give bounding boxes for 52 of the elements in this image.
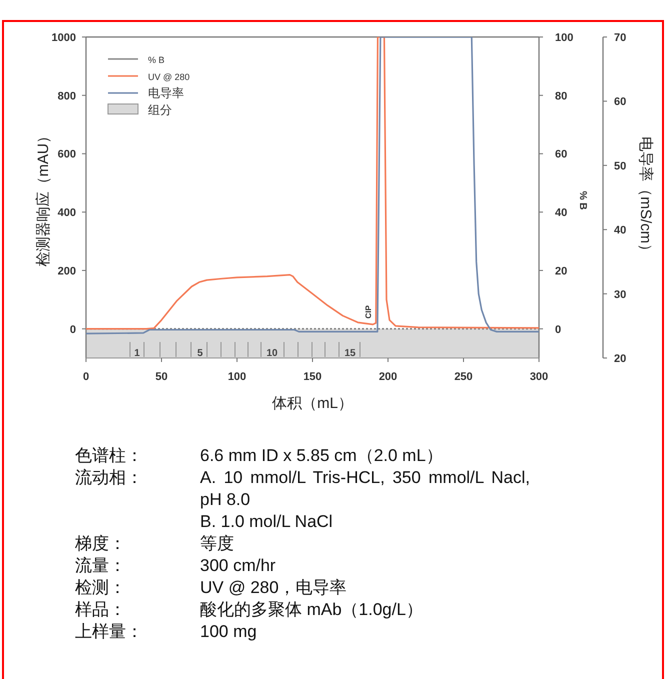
text: 色谱柱： [75,445,143,467]
x-tick-label: 200 [378,371,398,383]
y-tick-label: 600 [58,148,76,161]
legend-label: 电导率 [148,86,184,100]
text: 300 cm/hr [200,555,277,577]
text: UV @ 280，电导率 [200,577,348,599]
x-tick-label: 300 [530,371,548,383]
text: 100 mg [200,621,258,643]
x-tick-label: 0 [82,371,90,383]
y2-tick-label: 60 [555,148,568,161]
annotation: 15 [344,348,356,359]
y2-tick-label: 80 [555,90,568,102]
y-tick-label: 0 [70,324,76,336]
text: 样品： [75,599,126,621]
text: 等度 [200,533,235,555]
x-tick-label: 50 [155,371,168,383]
x-axis-title: 体积（mL） [272,395,353,412]
x-tick-label: 100 [228,371,246,383]
y2-axis-title: % B [577,190,588,210]
text: 上样量： [75,621,143,643]
legend-label: UV @ 280 [148,72,190,82]
y-tick-label: 200 [58,265,76,278]
text: 梯度： [75,533,126,555]
y2-tick-label: 20 [555,265,568,278]
y3-tick-label: 50 [614,160,626,172]
y-tick-label: 800 [58,90,76,102]
annotation: 5 [197,348,204,359]
y3-axis-title: 电导率（mS/cm） [637,136,654,258]
y3-tick-label: 30 [614,288,626,301]
y3-tick-label: 60 [614,96,626,108]
text: 酸化的多聚体 mAb（1.0g/L） [200,599,424,621]
y2-tick-label: 40 [555,207,568,220]
text: A. 10 mmol/L Tris-HCL, 350 mmol/L Nacl, pH 8.0 B. 1.0 mol/L NaCl [200,467,530,533]
legend-label: 组分 [148,103,172,117]
y-tick-label: 400 [58,207,76,220]
text: 6.6 mm ID x 5.85 cm（2.0 mL） [200,445,444,467]
y2-tick-label: 0 [555,324,562,336]
text: 检测： [75,577,126,599]
y3-tick-label: 40 [614,224,626,237]
text: 流动相： [75,467,143,489]
annotation: 1 [134,348,140,359]
y-axis-title: 检测器响应（mAU） [35,128,52,267]
annotation: CIP [364,304,373,319]
y-tick-label: 1000 [52,32,76,44]
y3-tick-label: 70 [614,32,626,44]
annotation: 10 [266,348,278,359]
y2-tick-label: 100 [555,32,574,44]
x-tick-label: 250 [454,371,473,383]
legend-label: % B [148,55,165,65]
x-tick-label: 150 [303,371,322,383]
text: 流量： [75,555,126,577]
y3-tick-label: 20 [614,353,626,365]
